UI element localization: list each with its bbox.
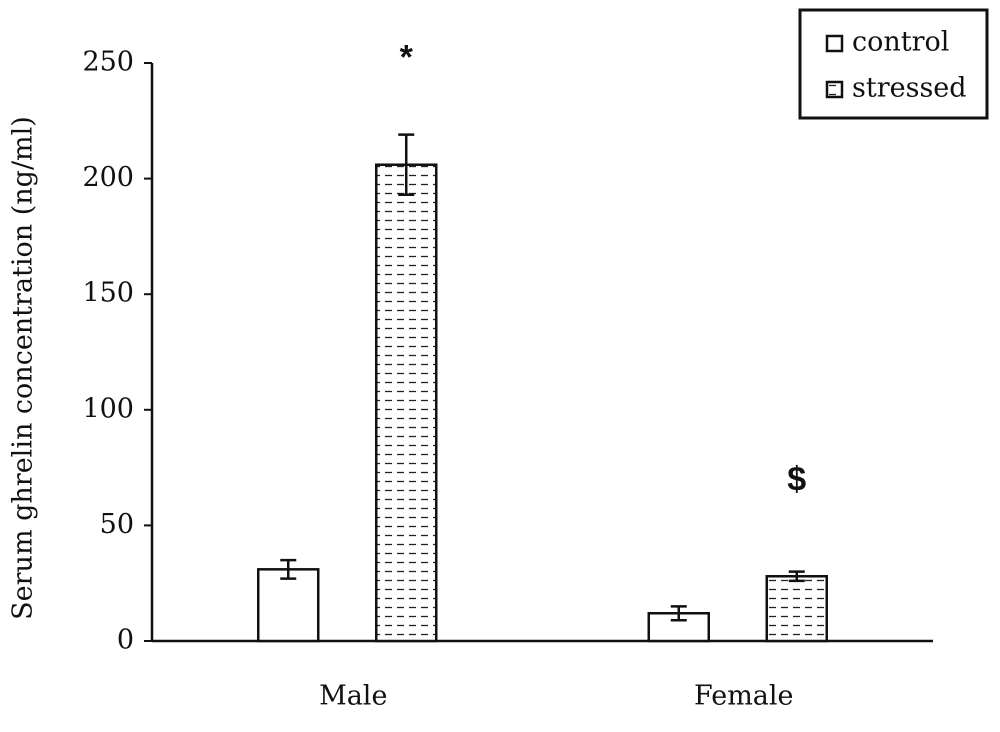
legend-swatch	[825, 34, 844, 53]
annotation: $	[787, 461, 806, 499]
annotation: *	[400, 39, 414, 77]
y-tick-label: 150	[82, 278, 134, 309]
error-bar	[280, 558, 297, 580]
error-bar	[788, 570, 805, 583]
y-tick-label: 0	[117, 625, 134, 656]
bar	[375, 163, 438, 643]
bar	[647, 612, 710, 643]
y-tick-label: 100	[82, 393, 134, 424]
error-bar	[670, 605, 687, 622]
y-tick-label: 200	[82, 162, 134, 193]
error-bar	[398, 133, 415, 197]
legend-label: stressed	[852, 73, 967, 104]
legend-box	[798, 8, 989, 120]
y-tick-label: 50	[100, 509, 134, 540]
y-axis-label: Serum ghrelin concentration (ng/ml)	[8, 116, 39, 620]
y-tick-label: 250	[82, 47, 134, 78]
bar	[765, 575, 828, 643]
x-tick-label: Female	[694, 681, 794, 712]
legend-swatch	[825, 80, 844, 99]
bar	[257, 568, 320, 643]
x-tick-label: Male	[319, 681, 387, 712]
legend-label: control	[852, 27, 949, 58]
